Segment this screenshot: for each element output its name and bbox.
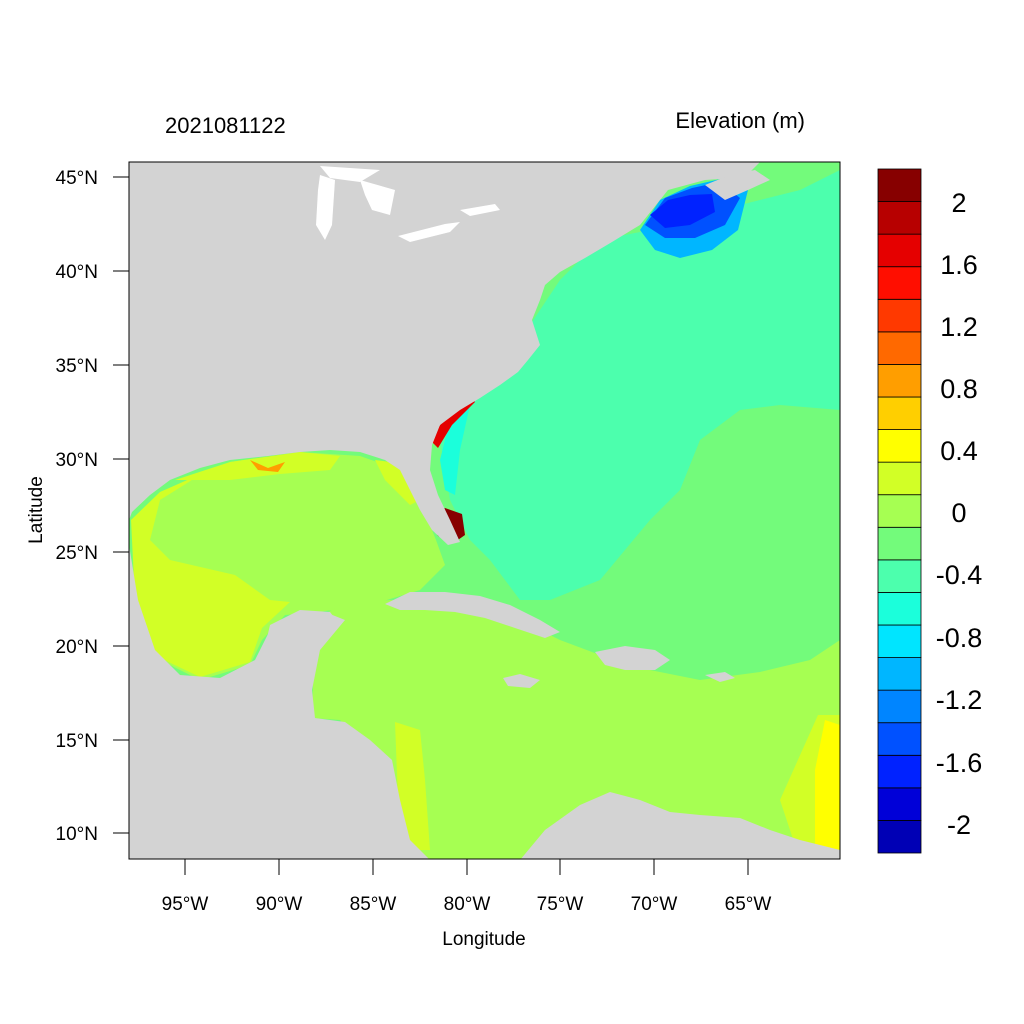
south-america-land (520, 792, 840, 859)
variable-title: Elevation (m) (675, 108, 805, 133)
colorbar-swatch (877, 559, 922, 593)
lake-superior (320, 166, 380, 182)
colorbar-labels: -2 -1.6 -1.2 -0.8 -0.4 0 0.4 0.8 1.2 1.6… (936, 188, 983, 840)
latitude-tick-labels: 45°N 40°N 35°N 30°N 25°N 20°N 15°N 10°N (56, 168, 98, 845)
colorbar-swatch (877, 364, 922, 398)
ytick-label: 15°N (56, 731, 98, 752)
colorbar-swatch (877, 754, 922, 789)
colorbar-swatch (877, 494, 922, 528)
colorbar-swatch (877, 722, 922, 756)
jamaica-land (503, 674, 540, 688)
gulf-coast-surge-field (250, 460, 285, 472)
colorbar-label: 1.6 (940, 250, 978, 280)
north-america-land (129, 162, 760, 545)
ytick-label: 10°N (56, 824, 98, 845)
puerto-rico-land (705, 672, 735, 682)
gulf-of-maine-core-field (650, 194, 715, 228)
xtick-label: 90°W (256, 894, 303, 915)
longitude-tick-labels: 95°W 90°W 85°W 80°W 75°W 70°W 65°W (162, 894, 772, 915)
florida-west-shelf-field (375, 460, 420, 505)
colorbar-label: 2 (951, 188, 966, 218)
xtick-label: 80°W (444, 894, 491, 915)
map-plot-area (129, 162, 840, 859)
xtick-label: 75°W (537, 894, 584, 915)
colorbar-swatch (877, 266, 922, 300)
colorbar-label: -0.4 (936, 560, 983, 590)
y-axis-label: Latitude (26, 476, 47, 544)
colorbar-swatch (877, 461, 922, 496)
colorbar-swatch (877, 689, 922, 724)
colorbar-swatch (877, 201, 922, 235)
colorbar-swatch (877, 526, 922, 561)
colorbar-swatch (877, 820, 922, 854)
colorbar-swatch (877, 396, 922, 430)
mexico-central-america-land (129, 545, 429, 859)
x-axis-label: Longitude (442, 929, 525, 950)
great-lakes (316, 166, 500, 242)
map-frame (128, 161, 841, 860)
venezuela-peak-field (815, 720, 840, 859)
ytick-label: 30°N (56, 450, 98, 471)
colorbar-swatch (877, 429, 922, 463)
land-masses (129, 162, 840, 859)
ytick-label: 40°N (56, 262, 98, 283)
colorbar-label: 0.8 (940, 374, 978, 404)
colorbar-label: -1.2 (936, 685, 983, 715)
ytick-label: 35°N (56, 356, 98, 377)
xtick-label: 65°W (725, 894, 772, 915)
colorbar-label: -0.8 (936, 623, 983, 653)
cuba-land (385, 592, 560, 638)
colorbar-label: 1.2 (940, 312, 978, 342)
xtick-label: 70°W (631, 894, 678, 915)
colorbar-label: 0 (951, 498, 966, 528)
colorbar (877, 168, 922, 854)
colorbar-swatch (877, 331, 922, 365)
colorbar-label: 0.4 (940, 436, 978, 466)
colorbar-swatch (877, 657, 922, 691)
lake-erie (398, 222, 460, 242)
caribbean-sea-field (312, 600, 840, 859)
western-gulf-field (131, 464, 290, 677)
hispaniola-land (595, 646, 670, 670)
lake-huron (360, 180, 395, 215)
colorbar-label: -2 (947, 810, 971, 840)
ytick-label: 20°N (56, 637, 98, 658)
lake-ontario (460, 204, 500, 216)
colorbar-label: -1.6 (936, 748, 983, 778)
atlantic-bright-anomaly-field (440, 405, 470, 495)
run-timestamp-title: 2021081122 (165, 113, 286, 138)
yucatan-land (262, 610, 340, 700)
colorbar-swatch (877, 592, 922, 626)
lake-michigan (316, 175, 335, 240)
longitude-axis (184, 859, 749, 875)
xtick-label: 85°W (350, 894, 397, 915)
ytick-label: 45°N (56, 168, 98, 189)
southeast-coast-surge-field (430, 395, 475, 448)
colorbar-swatch (877, 298, 922, 333)
atlantic-negative-anomaly-field (440, 170, 840, 600)
colorbar-swatch (877, 233, 922, 268)
colorbar-swatch (877, 787, 922, 821)
xtick-label: 95°W (162, 894, 209, 915)
colorbar-swatch (877, 624, 922, 658)
latitude-axis (113, 176, 129, 834)
colorbar-swatch (877, 168, 922, 202)
nova-scotia-land (705, 170, 770, 200)
ytick-label: 25°N (56, 543, 98, 564)
